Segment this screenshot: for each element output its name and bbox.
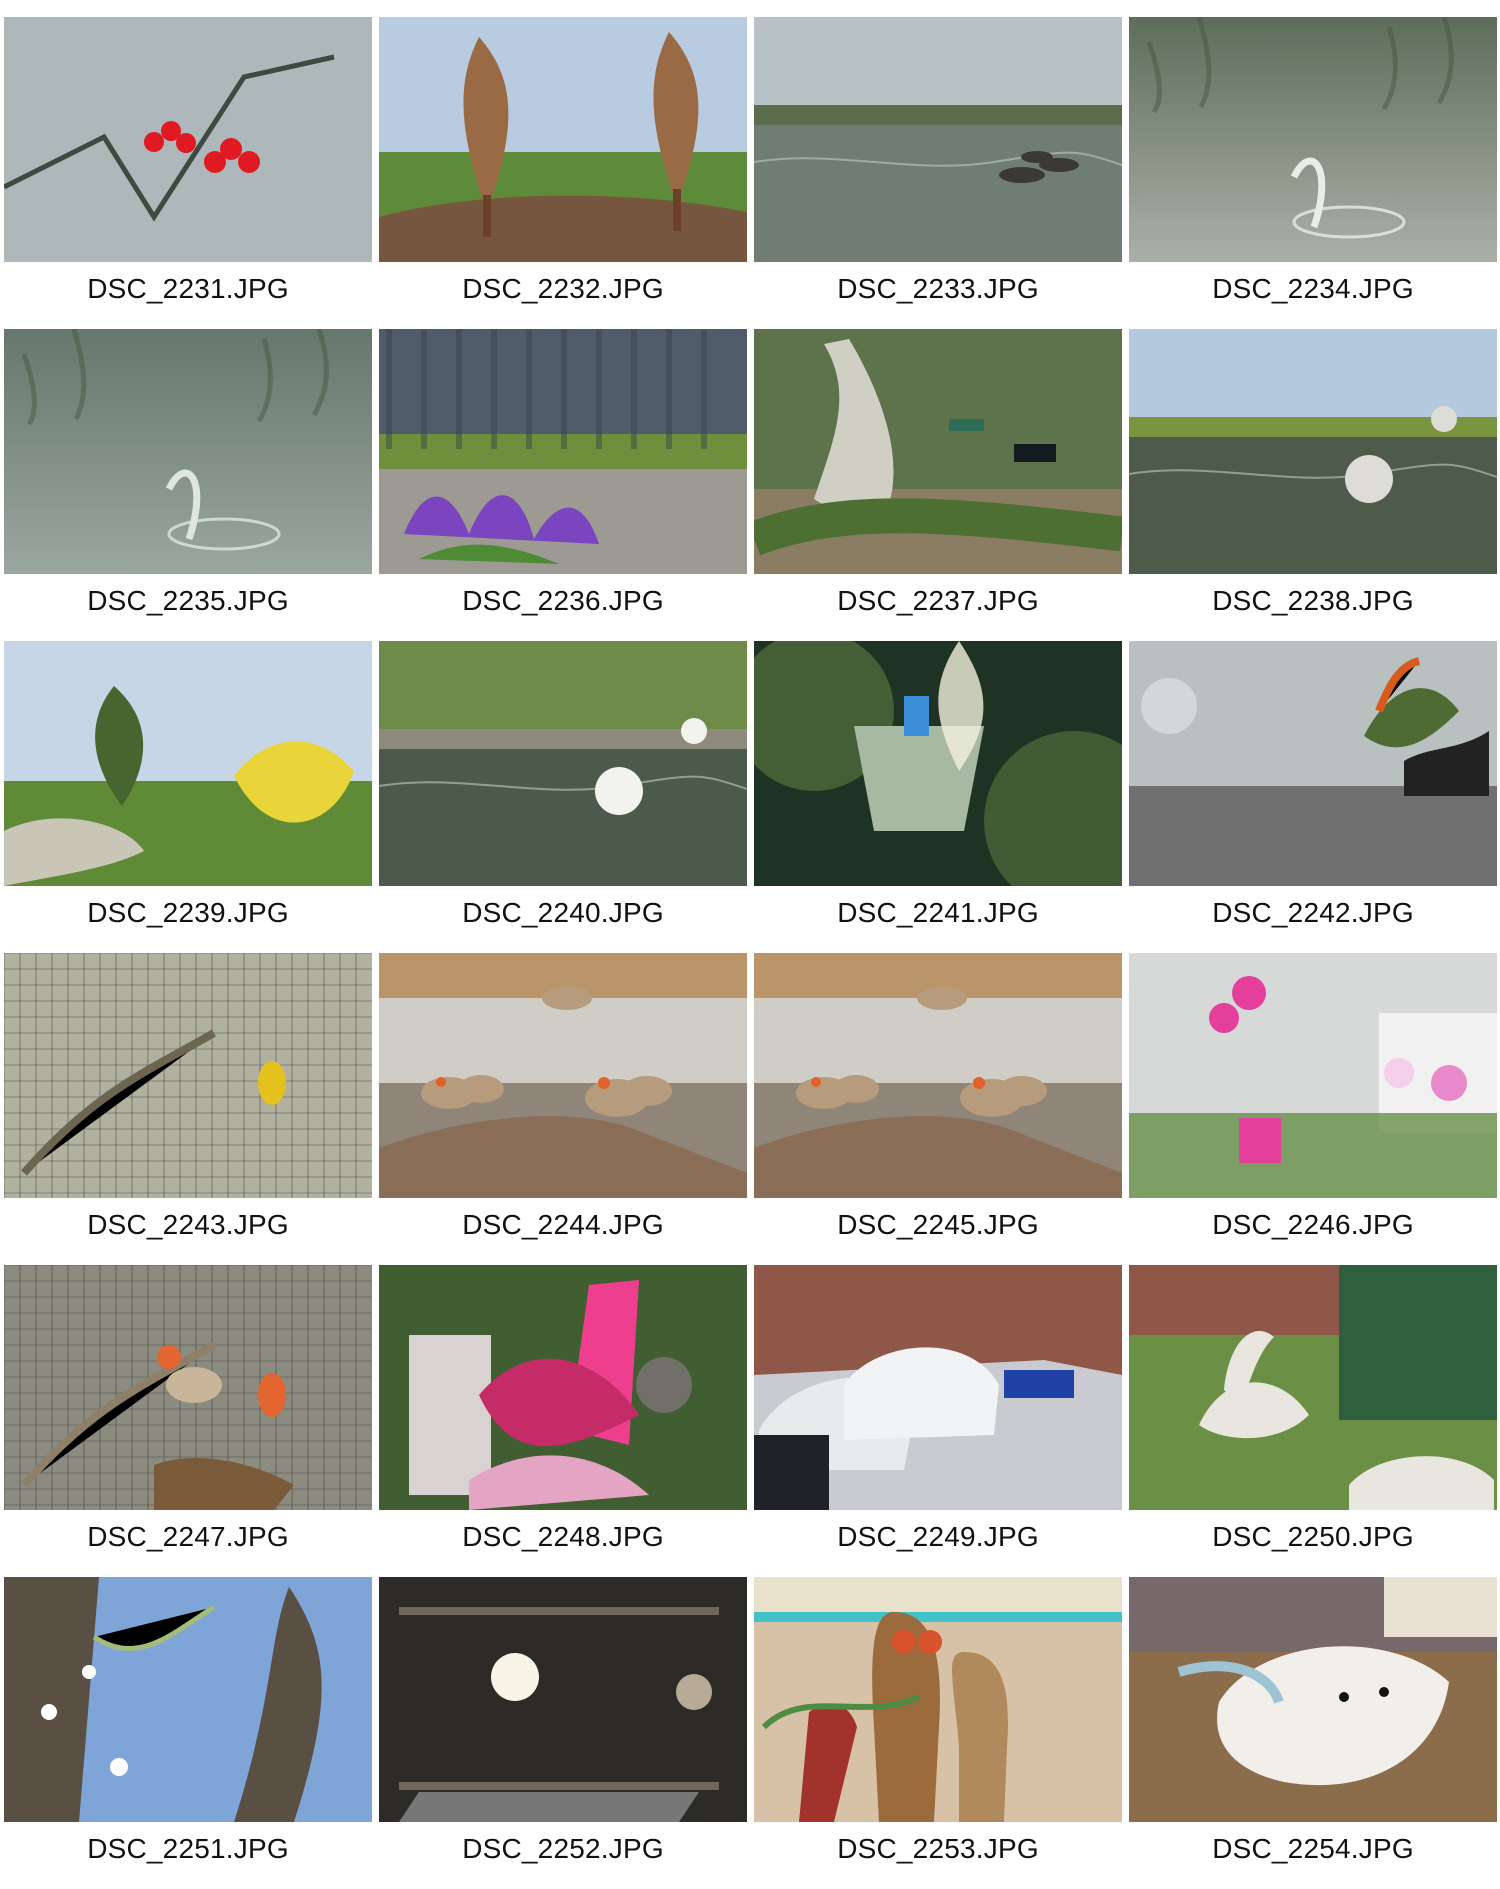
filename-label: DSC_2237.JPG: [837, 585, 1039, 616]
filename-label: DSC_2238.JPG: [1212, 585, 1414, 616]
photo-orchids[interactable]: [1129, 953, 1497, 1198]
photo-garden-statue[interactable]: [754, 329, 1122, 574]
filename-label: DSC_2252.JPG: [462, 1833, 664, 1864]
photo-alpacas[interactable]: [1129, 1265, 1497, 1510]
filename-label: DSC_2247.JPG: [87, 1521, 289, 1552]
blossom-tree-thumbnail-image[interactable]: [4, 1577, 372, 1822]
filename-label: DSC_2241.JPG: [837, 897, 1039, 928]
photo-bird-cage[interactable]: [4, 953, 372, 1198]
thumbnail-dsc-2244[interactable]: DSC_2244.JPG: [379, 953, 747, 1265]
thumbnail-dsc-2243[interactable]: DSC_2243.JPG: [4, 953, 372, 1265]
photo-wooden-owls[interactable]: [754, 1577, 1122, 1822]
thumbnail-dsc-2231[interactable]: DSC_2231.JPG: [4, 17, 372, 329]
photo-garden-pond[interactable]: [1129, 329, 1497, 574]
pebble-pond-thumbnail-image[interactable]: [379, 641, 747, 886]
photo-crocus-flowers[interactable]: [379, 329, 747, 574]
photo-garden-path[interactable]: [4, 641, 372, 886]
photo-shop-display[interactable]: [1129, 641, 1497, 886]
thumbnail-dsc-2240[interactable]: DSC_2240.JPG: [379, 641, 747, 953]
thumbnail-dsc-2245[interactable]: DSC_2245.JPG: [754, 953, 1122, 1265]
photo-pebble-pond[interactable]: [379, 641, 747, 886]
photo-park-trees[interactable]: [379, 17, 747, 262]
photo-pond-geese[interactable]: [754, 17, 1122, 262]
thumbnail-dsc-2235[interactable]: DSC_2235.JPG: [4, 329, 372, 641]
filename-label: DSC_2249.JPG: [837, 1521, 1039, 1552]
thumbnail-dsc-2248[interactable]: DSC_2248.JPG: [379, 1265, 747, 1577]
photo-finches[interactable]: [754, 953, 1122, 1198]
filename-label: DSC_2236.JPG: [462, 585, 664, 616]
filename-label: DSC_2245.JPG: [837, 1209, 1039, 1240]
greenhouse-blur-thumbnail-image[interactable]: [754, 641, 1122, 886]
filename-label: DSC_2234.JPG: [1212, 273, 1414, 304]
image-contact-sheet: DSC_2231.JPG DSC_2232.JPG DSC_2233.JPG D…: [4, 17, 1497, 1889]
photo-finches[interactable]: [379, 953, 747, 1198]
shop-display-thumbnail-image[interactable]: [1129, 641, 1497, 886]
thumbnail-dsc-2233[interactable]: DSC_2233.JPG: [754, 17, 1122, 329]
garden-statue-thumbnail-image[interactable]: [754, 329, 1122, 574]
thumbnail-dsc-2250[interactable]: DSC_2250.JPG: [1129, 1265, 1497, 1577]
thumbnail-dsc-2236[interactable]: DSC_2236.JPG: [379, 329, 747, 641]
thumbnail-dsc-2246[interactable]: DSC_2246.JPG: [1129, 953, 1497, 1265]
filename-label: DSC_2243.JPG: [87, 1209, 289, 1240]
wooden-owls-thumbnail-image[interactable]: [754, 1577, 1122, 1822]
thumbnail-dsc-2252[interactable]: DSC_2252.JPG: [379, 1577, 747, 1889]
crocus-flowers-thumbnail-image[interactable]: [379, 329, 747, 574]
filename-label: DSC_2240.JPG: [462, 897, 664, 928]
water-splash-thumbnail-image[interactable]: [1129, 17, 1497, 262]
photo-parked-cars[interactable]: [754, 1265, 1122, 1510]
filename-label: DSC_2244.JPG: [462, 1209, 664, 1240]
garden-path-thumbnail-image[interactable]: [4, 641, 372, 886]
thumbnail-dsc-2239[interactable]: DSC_2239.JPG: [4, 641, 372, 953]
photo-water-ripple[interactable]: [4, 329, 372, 574]
garden-pond-thumbnail-image[interactable]: [1129, 329, 1497, 574]
filename-label: DSC_2248.JPG: [462, 1521, 664, 1552]
thumbnail-dsc-2238[interactable]: DSC_2238.JPG: [1129, 329, 1497, 641]
finches-thumbnail-image[interactable]: [379, 953, 747, 1198]
filename-label: DSC_2239.JPG: [87, 897, 289, 928]
thumbnail-dsc-2253[interactable]: DSC_2253.JPG: [754, 1577, 1122, 1889]
filename-label: DSC_2233.JPG: [837, 273, 1039, 304]
pink-decor-thumbnail-image[interactable]: [379, 1265, 747, 1510]
filename-label: DSC_2253.JPG: [837, 1833, 1039, 1864]
thumbnail-dsc-2254[interactable]: DSC_2254.JPG: [1129, 1577, 1497, 1889]
filename-label: DSC_2242.JPG: [1212, 897, 1414, 928]
thumbnail-dsc-2251[interactable]: DSC_2251.JPG: [4, 1577, 372, 1889]
thumbnail-dsc-2242[interactable]: DSC_2242.JPG: [1129, 641, 1497, 953]
filename-label: DSC_2232.JPG: [462, 273, 664, 304]
thumbnail-dsc-2241[interactable]: DSC_2241.JPG: [754, 641, 1122, 953]
park-trees-thumbnail-image[interactable]: [379, 17, 747, 262]
photo-blossom-tree[interactable]: [4, 1577, 372, 1822]
water-ripple-thumbnail-image[interactable]: [4, 329, 372, 574]
finch-cage-thumbnail-image[interactable]: [4, 1265, 372, 1510]
orchids-thumbnail-image[interactable]: [1129, 953, 1497, 1198]
filename-label: DSC_2251.JPG: [87, 1833, 289, 1864]
red-berries-thumbnail-image[interactable]: [4, 17, 372, 262]
photo-finch-cage[interactable]: [4, 1265, 372, 1510]
photo-greenhouse-blur[interactable]: [754, 641, 1122, 886]
filename-label: DSC_2254.JPG: [1212, 1833, 1414, 1864]
filename-label: DSC_2231.JPG: [87, 273, 289, 304]
photo-pink-decor[interactable]: [379, 1265, 747, 1510]
parked-cars-thumbnail-image[interactable]: [754, 1265, 1122, 1510]
thumbnail-dsc-2232[interactable]: DSC_2232.JPG: [379, 17, 747, 329]
pond-geese-thumbnail-image[interactable]: [754, 17, 1122, 262]
bird-cage-thumbnail-image[interactable]: [4, 953, 372, 1198]
finches-thumbnail-image[interactable]: [754, 953, 1122, 1198]
alpacas-thumbnail-image[interactable]: [1129, 1265, 1497, 1510]
sleeping-dog-thumbnail-image[interactable]: [1129, 1577, 1497, 1822]
thumbnail-dsc-2234[interactable]: DSC_2234.JPG: [1129, 17, 1497, 329]
dark-shelf-thumbnail-image[interactable]: [379, 1577, 747, 1822]
photo-sleeping-dog[interactable]: [1129, 1577, 1497, 1822]
thumbnail-dsc-2237[interactable]: DSC_2237.JPG: [754, 329, 1122, 641]
filename-label: DSC_2246.JPG: [1212, 1209, 1414, 1240]
filename-label: DSC_2235.JPG: [87, 585, 289, 616]
photo-red-berries[interactable]: [4, 17, 372, 262]
filename-label: DSC_2250.JPG: [1212, 1521, 1414, 1552]
photo-water-splash[interactable]: [1129, 17, 1497, 262]
photo-dark-shelf[interactable]: [379, 1577, 747, 1822]
thumbnail-dsc-2249[interactable]: DSC_2249.JPG: [754, 1265, 1122, 1577]
thumbnail-dsc-2247[interactable]: DSC_2247.JPG: [4, 1265, 372, 1577]
